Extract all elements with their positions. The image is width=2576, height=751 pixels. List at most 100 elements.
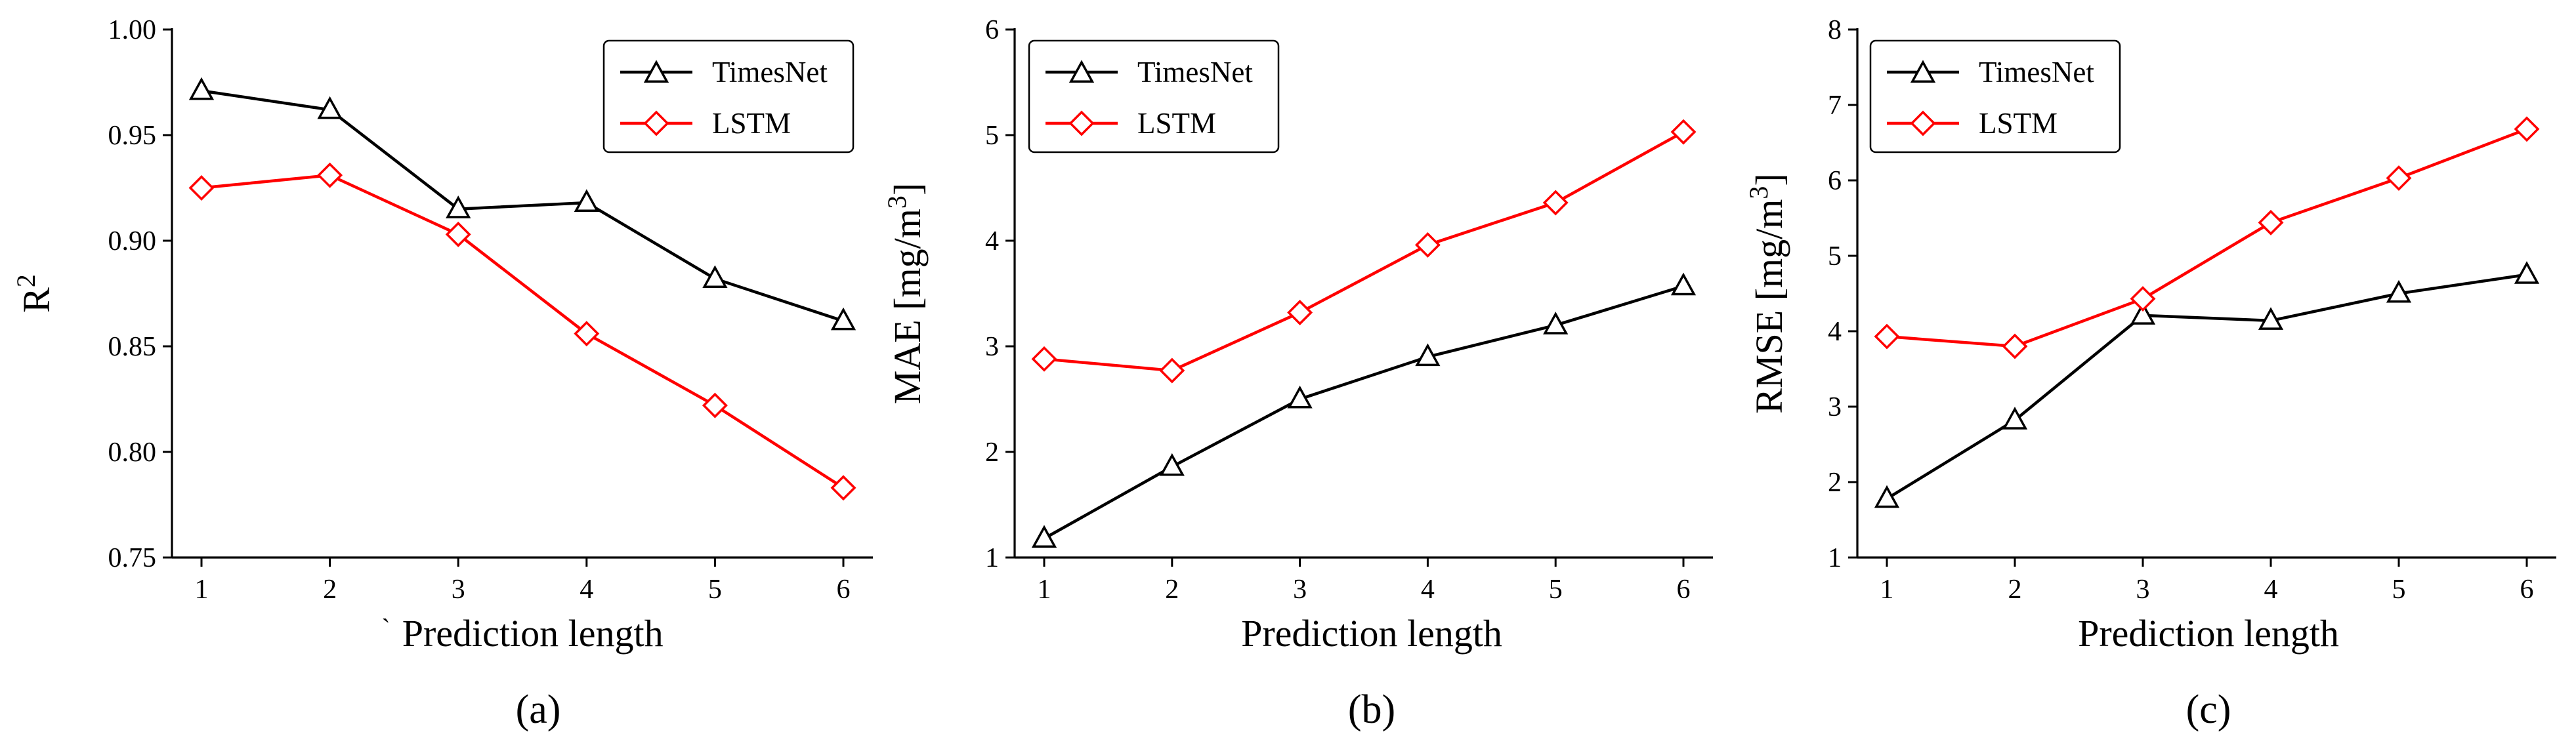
y-axis-title: RMSE [mg/m3]: [1744, 173, 1790, 413]
y-axis-title-suffix: ]: [886, 183, 929, 195]
legend-label-timesnet: TimesNet: [1979, 56, 2094, 89]
x-axis-title-text: Prediction length: [402, 612, 664, 655]
data-point-timesnet: [317, 96, 343, 119]
x-tick-label: 5: [708, 575, 722, 605]
legend-marker-lstm: [643, 110, 669, 136]
y-axis-title: MAE [mg/m3]: [882, 183, 929, 404]
legend-marker-lstm: [1068, 110, 1095, 136]
chart-panel-c: 1 2 3 4 5 6 7 8 1 2 3 4 5 6 Prediction length RMSE [mg/…: [1744, 15, 2556, 732]
series-line-lstm: [1044, 131, 1685, 373]
y-axis-title-suffix: ]: [1748, 173, 1790, 186]
data-point-timesnet: [1543, 312, 1569, 335]
data-point-timesnet: [2258, 307, 2284, 330]
data-point-lstm: [1542, 190, 1569, 216]
legend-marker-timesnet: [1068, 60, 1095, 83]
x-axis-title-text: Prediction length: [2078, 612, 2339, 655]
x-axis-title: ` Prediction length: [381, 612, 663, 655]
y-tick-label: 0.90: [108, 226, 157, 256]
x-tick-label: 2: [323, 575, 337, 605]
data-point-timesnet: [1159, 453, 1185, 476]
x-axis-title: Prediction length: [2078, 612, 2339, 655]
y-tick-label: 6: [985, 15, 999, 45]
data-point-timesnet: [2002, 407, 2028, 430]
x-tick-label: 6: [1677, 575, 1691, 605]
series-timesnet: [188, 77, 856, 331]
y-axis-title-base: MAE [mg/m: [886, 209, 929, 404]
subfigure-caption: (a): [516, 687, 561, 732]
data-point-lstm: [1287, 300, 1313, 325]
legend-label-timesnet: TimesNet: [712, 56, 828, 89]
y-axis-title: R2: [11, 274, 58, 313]
y-axis-title-base: R: [15, 287, 58, 313]
data-point-lstm: [1159, 357, 1185, 384]
data-point-lstm: [445, 221, 471, 247]
series-line-timesnet: [1886, 273, 2527, 500]
y-axis-title-superscript: 2: [11, 274, 41, 287]
series-timesnet: [1874, 261, 2540, 508]
data-point-timesnet: [1874, 485, 1900, 508]
data-point-lstm: [1031, 346, 1057, 372]
data-point-timesnet: [2130, 302, 2156, 325]
y-tick-label: 0.95: [108, 121, 157, 151]
data-point-timesnet: [2386, 279, 2412, 303]
legend: TimesNet LSTM: [1869, 39, 2121, 153]
x-tick-label: 5: [2392, 575, 2406, 605]
data-point-lstm: [702, 392, 728, 418]
x-axis-title: Prediction length: [1241, 612, 1502, 655]
y-tick-label: 3: [1828, 392, 1842, 422]
data-point-timesnet: [188, 77, 215, 100]
series-line-timesnet: [201, 89, 844, 323]
data-point-timesnet: [1415, 343, 1441, 367]
series-lstm: [188, 162, 856, 501]
y-tick-label: 3: [985, 332, 999, 362]
data-point-timesnet: [1287, 385, 1313, 409]
y-tick-label: 4: [1828, 317, 1842, 347]
x-tick-label: 5: [1549, 575, 1563, 605]
legend-marker-lstm: [1910, 110, 1936, 136]
data-point-lstm: [2130, 286, 2156, 312]
x-tick-label: 1: [195, 575, 209, 605]
data-point-lstm: [2258, 209, 2284, 235]
y-axis-title-base: RMSE [mg/m: [1748, 199, 1790, 414]
y-tick-label: 1: [1828, 543, 1842, 573]
x-tick-label: 2: [2008, 575, 2022, 605]
legend-label-lstm: LSTM: [712, 107, 791, 140]
data-point-lstm: [574, 321, 600, 347]
legend-marker-timesnet: [1910, 60, 1936, 83]
y-tick-label: 0.75: [108, 543, 157, 573]
legend-label-lstm: LSTM: [1137, 107, 1216, 140]
data-point-timesnet: [2514, 261, 2540, 284]
data-point-timesnet: [702, 265, 728, 288]
legend-marker-timesnet: [643, 60, 669, 83]
data-point-lstm: [317, 162, 343, 188]
data-point-lstm: [1670, 119, 1697, 145]
legend-label-timesnet: TimesNet: [1137, 56, 1253, 89]
y-axis-title-superscript: 3: [882, 195, 912, 209]
x-tick-label: 2: [1165, 575, 1179, 605]
data-point-timesnet: [574, 189, 599, 213]
legend-label-lstm: LSTM: [1979, 107, 2058, 140]
x-tick-label: 3: [2136, 575, 2150, 605]
data-point-lstm: [830, 475, 856, 501]
chart-panel-a: 0.75 0.80 0.85 0.90 0.95 1.00 1 2 3 4 5 6 ` Predictio…: [11, 15, 873, 732]
series-lstm: [1031, 119, 1697, 384]
y-tick-label: 2: [985, 437, 999, 468]
series-timesnet: [1031, 272, 1697, 548]
data-point-lstm: [1874, 323, 1900, 350]
y-tick-label: 0.80: [108, 437, 157, 468]
x-tick-label: 4: [580, 575, 593, 605]
data-point-lstm: [188, 175, 215, 201]
y-tick-label: 4: [985, 226, 999, 256]
x-axis-title-text: Prediction length: [1241, 612, 1502, 655]
data-point-lstm: [2386, 165, 2412, 192]
data-point-lstm: [2002, 333, 2028, 359]
x-tick-label: 1: [1880, 575, 1894, 605]
y-tick-label: 1.00: [108, 15, 157, 45]
subfigure-caption: (c): [2186, 687, 2231, 732]
x-tick-label: 6: [2520, 575, 2534, 605]
y-tick-label: 6: [1828, 166, 1842, 196]
legend: TimesNet LSTM: [1028, 39, 1280, 153]
series-line-lstm: [201, 173, 845, 489]
data-point-timesnet: [1670, 272, 1697, 296]
